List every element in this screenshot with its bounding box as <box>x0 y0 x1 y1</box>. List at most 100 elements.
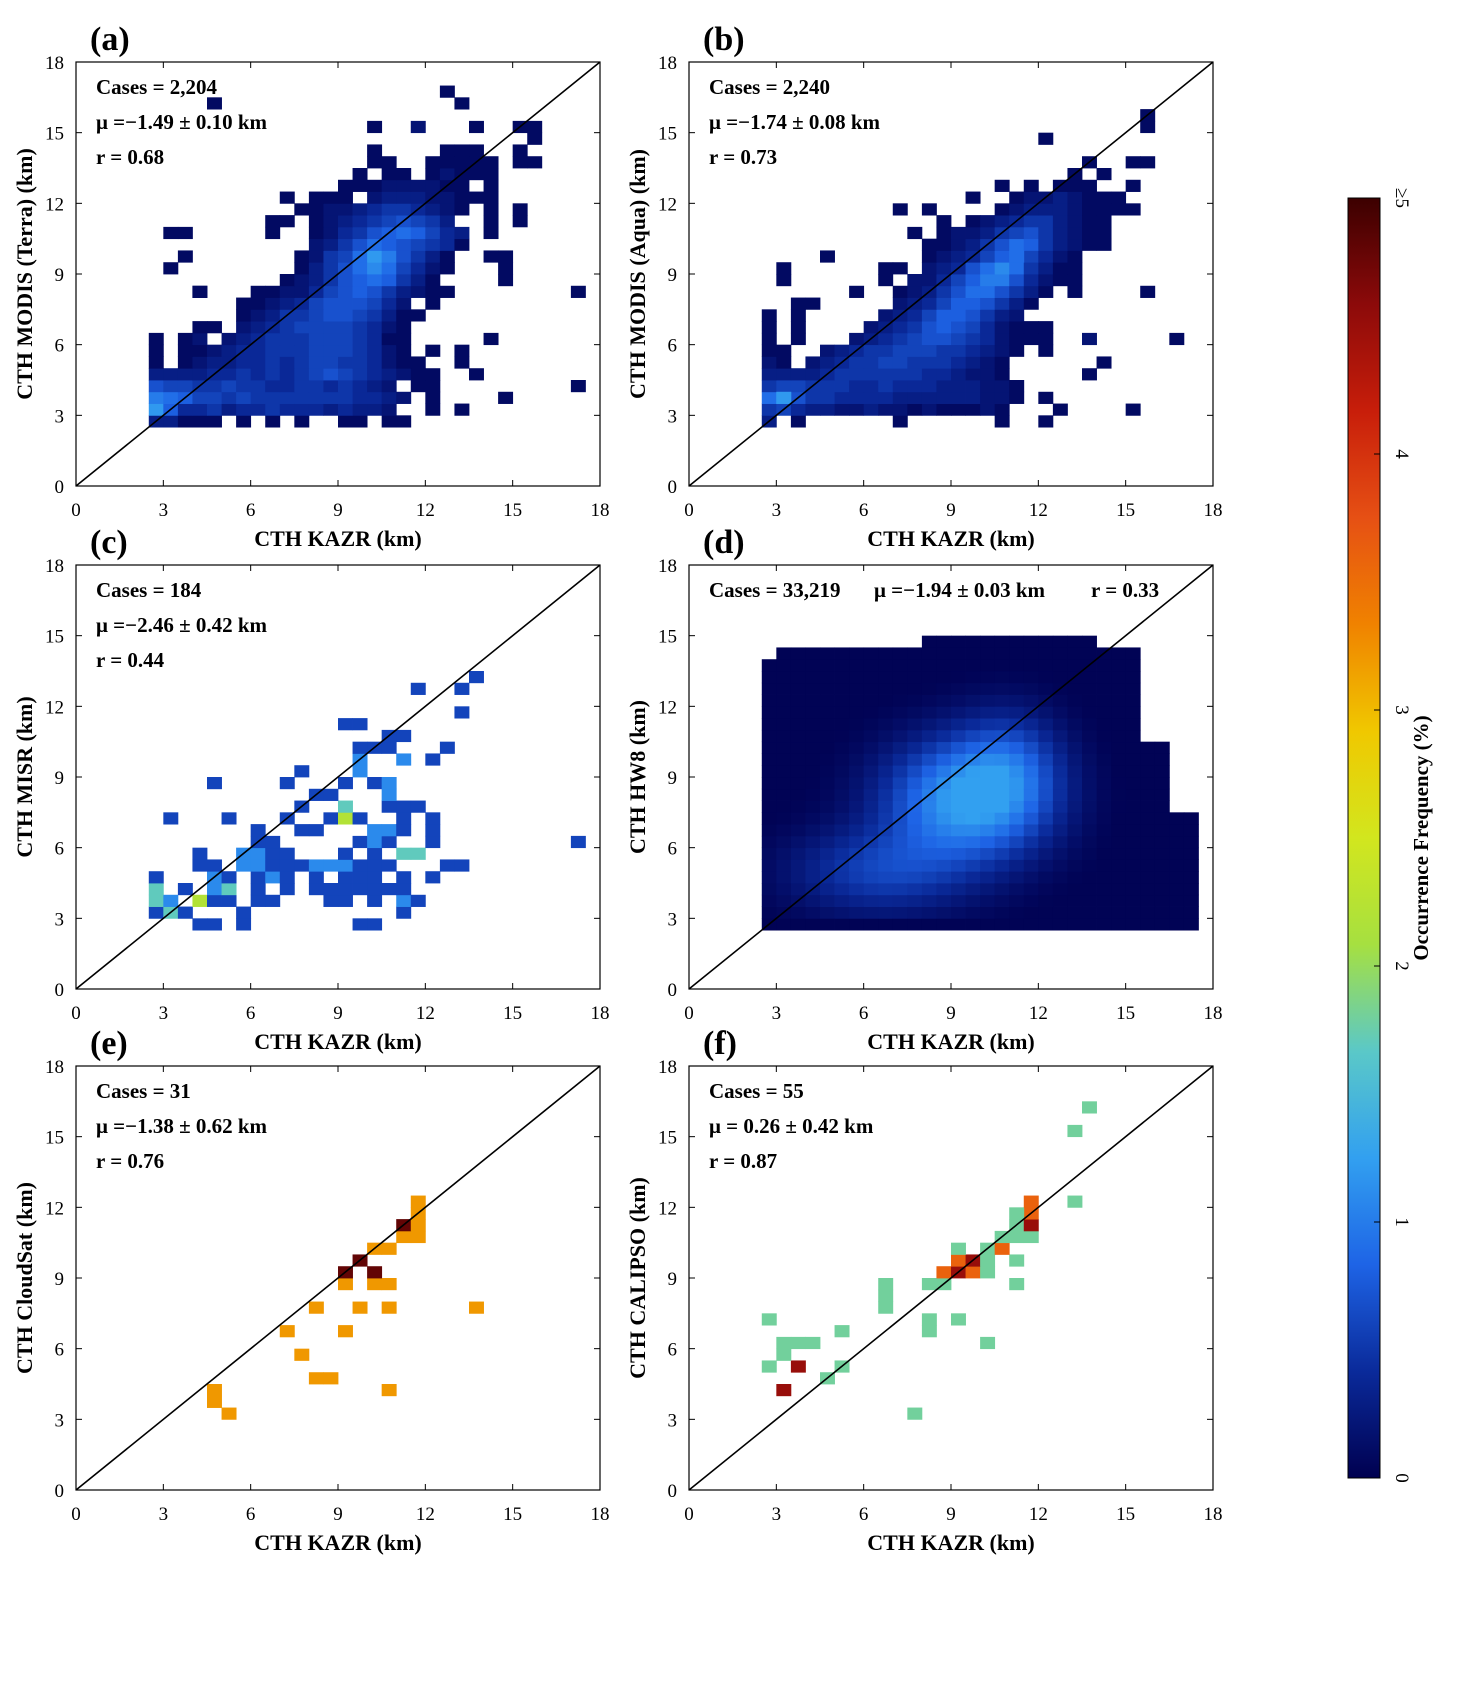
heatmap-cell <box>570 835 586 849</box>
heatmap-cell <box>338 1278 353 1291</box>
heatmap-cell <box>367 883 383 896</box>
heatmap-cell <box>834 765 850 778</box>
heatmap-cell <box>805 356 821 369</box>
heatmap-cell <box>951 671 966 684</box>
heatmap-cell <box>410 847 426 860</box>
heatmap-cell <box>1096 800 1112 813</box>
heatmap-cell <box>207 380 222 393</box>
stat-line: Cases = 33,219 <box>709 578 841 602</box>
heatmap-cell <box>1140 871 1156 884</box>
heatmap-cell <box>1183 883 1199 896</box>
heatmap-cell <box>1111 741 1127 754</box>
heatmap-cell <box>1125 706 1141 719</box>
heatmap-cell <box>454 344 470 357</box>
heatmap-cell <box>308 203 324 216</box>
heatmap-cell <box>1154 871 1170 884</box>
heatmap-cell <box>834 671 850 684</box>
heatmap-cell <box>878 871 894 884</box>
heatmap-cell <box>951 635 966 648</box>
heatmap-cell <box>1111 671 1127 684</box>
heatmap-cell <box>921 859 937 872</box>
heatmap-cell <box>994 694 1010 707</box>
heatmap-cell <box>776 262 792 275</box>
heatmap-cell <box>994 894 1010 907</box>
heatmap-cell <box>1038 883 1054 896</box>
heatmap-cell <box>1111 871 1127 884</box>
heatmap-cell <box>980 647 996 660</box>
colorbar-tick-label: 2 <box>1391 961 1412 971</box>
heatmap-cell <box>236 380 252 393</box>
heatmap-cell <box>805 1336 821 1350</box>
heatmap-cell <box>1023 883 1039 896</box>
x-tick-label: 15 <box>1116 1003 1135 1024</box>
heatmap-cell <box>863 894 879 907</box>
heatmap-cell <box>907 1407 923 1420</box>
heatmap-cell <box>425 391 441 404</box>
heatmap-cell <box>1067 812 1083 825</box>
heatmap-cell <box>1067 847 1083 860</box>
heatmap-cell <box>410 1230 426 1244</box>
heatmap-cell <box>1009 847 1025 860</box>
heatmap-cell <box>790 718 806 731</box>
heatmap-cell <box>1009 894 1025 907</box>
heatmap-cell <box>1154 835 1170 849</box>
y-tick-label: 15 <box>658 1128 677 1149</box>
heatmap-cell <box>907 344 923 357</box>
x-tick-label: 12 <box>416 1504 435 1525</box>
heatmap-cell <box>1052 765 1068 778</box>
heatmap-cell <box>965 356 981 369</box>
heatmap-cell <box>1067 788 1083 801</box>
one-to-one-line <box>75 1065 601 1491</box>
heatmap-cell <box>951 906 966 919</box>
heatmap-cell <box>820 753 835 766</box>
heatmap-cell <box>352 403 368 416</box>
heatmap-cell <box>951 694 966 707</box>
heatmap-cell <box>1111 800 1127 813</box>
heatmap-cell <box>994 718 1010 731</box>
heatmap-cell <box>1125 671 1141 684</box>
heatmap-cell <box>308 250 324 263</box>
heatmap-cell <box>965 344 981 357</box>
heatmap-cell <box>776 883 792 896</box>
heatmap-cell <box>381 368 397 381</box>
heatmap-cell <box>790 824 806 837</box>
heatmap-cell <box>148 391 164 404</box>
heatmap-cell <box>1038 635 1054 648</box>
heatmap-cell <box>1096 191 1112 204</box>
heatmap-cell <box>381 156 397 169</box>
heatmap-cell <box>1023 285 1039 298</box>
heatmap-cell <box>790 403 806 416</box>
heatmap-cell <box>994 215 1010 228</box>
heatmap-cell <box>1125 812 1141 825</box>
heatmap-cell <box>1009 812 1025 825</box>
heatmap-cell <box>863 694 879 707</box>
heatmap-cell <box>1111 659 1127 672</box>
heatmap-cell <box>790 647 806 660</box>
heatmap-cell <box>936 824 952 837</box>
heatmap-cell <box>761 718 777 731</box>
heatmap-cell <box>265 285 281 298</box>
x-tick-label: 12 <box>416 500 435 521</box>
heatmap-cell <box>338 226 353 240</box>
heatmap-cell <box>1067 203 1083 216</box>
heatmap-cell <box>250 356 266 369</box>
heatmap-cell <box>1038 274 1054 287</box>
heatmap-cell <box>878 918 894 931</box>
heatmap-cell <box>1125 647 1141 660</box>
heatmap-cell <box>1038 344 1054 357</box>
heatmap-cell <box>980 368 996 381</box>
heatmap-cell <box>367 144 383 157</box>
heatmap-cell <box>338 285 353 298</box>
heatmap-cell <box>980 765 996 778</box>
y-tick-label: 3 <box>55 909 65 930</box>
heatmap-cell <box>936 753 952 766</box>
heatmap-cell <box>338 332 353 346</box>
heatmap-cell <box>892 671 908 684</box>
heatmap-cell <box>250 380 266 393</box>
heatmap-cell <box>1023 215 1039 228</box>
heatmap-cell <box>1183 894 1199 907</box>
heatmap-cell <box>163 415 179 428</box>
stat-line: Cases = 2,204 <box>96 75 218 99</box>
heatmap-cell <box>951 847 966 860</box>
one-to-one-line <box>688 61 1214 487</box>
